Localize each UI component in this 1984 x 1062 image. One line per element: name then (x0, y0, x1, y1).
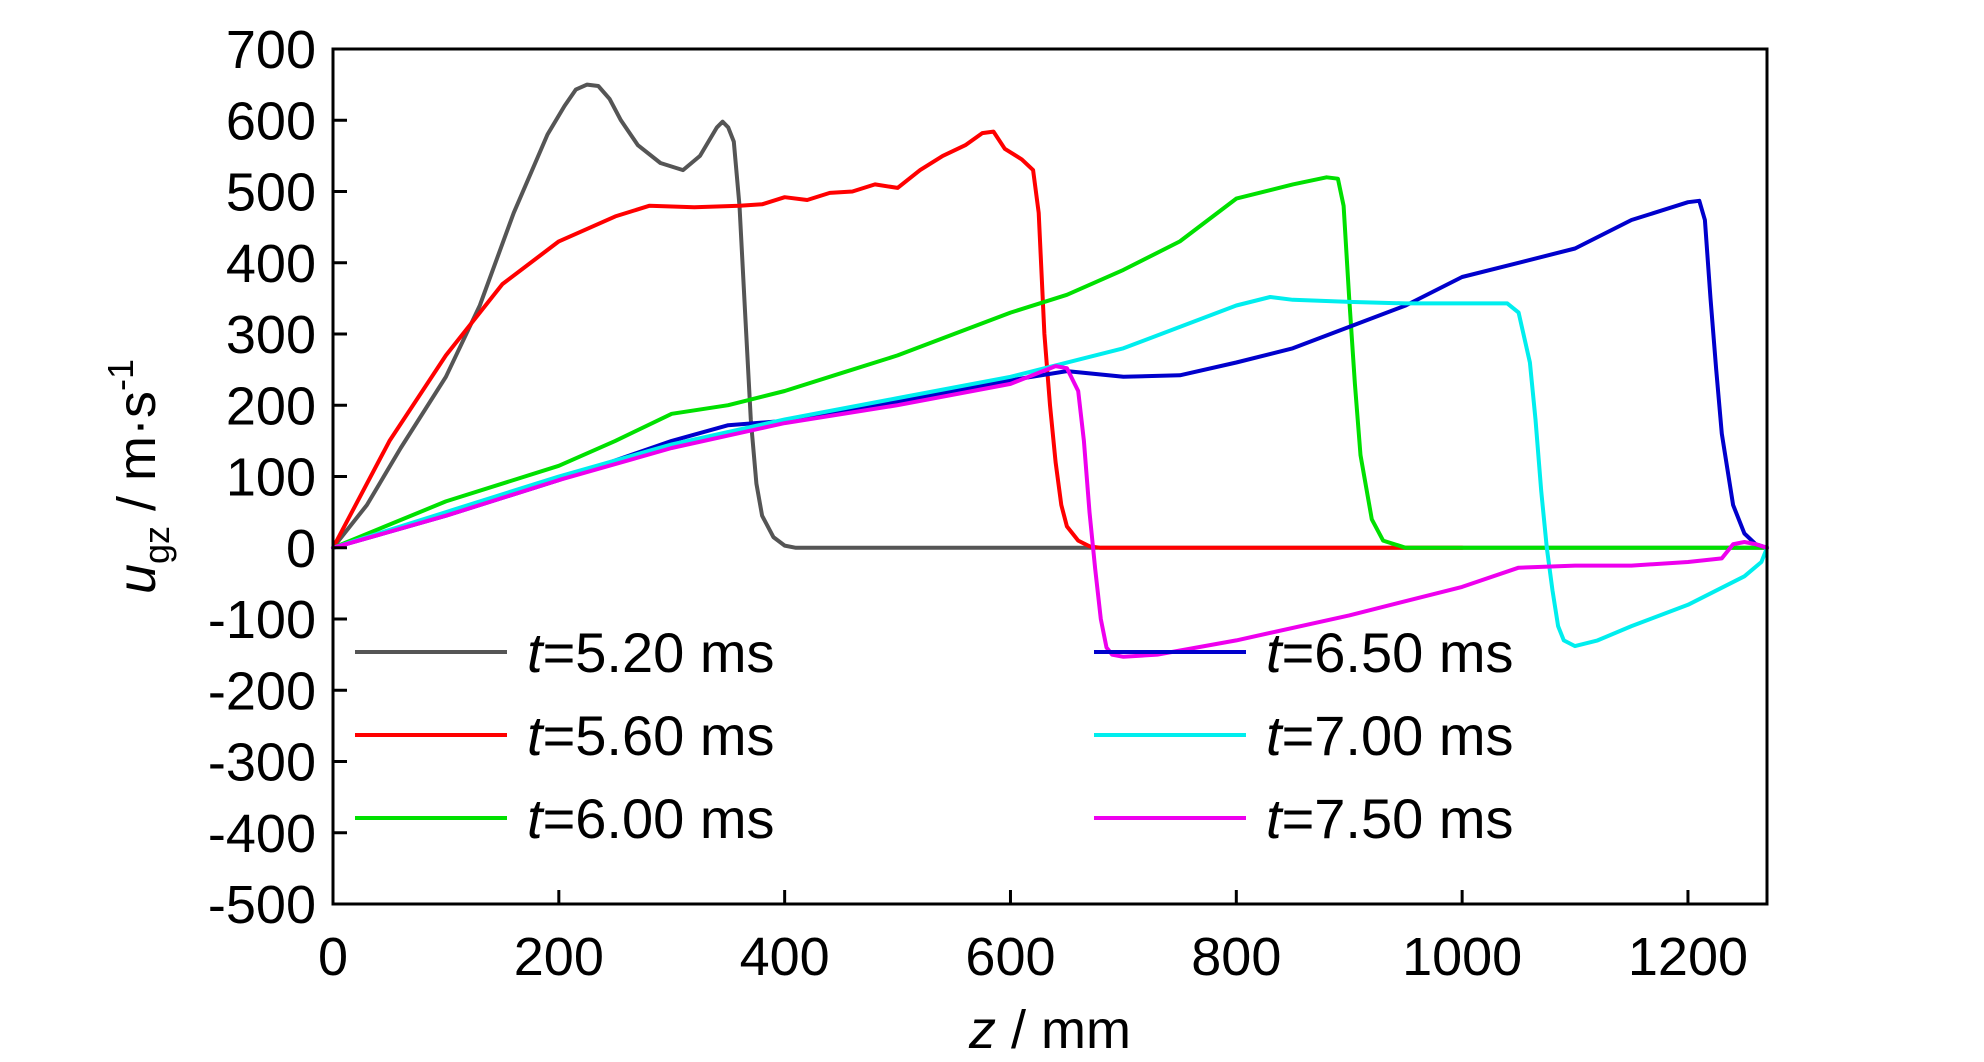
x-axis-title: z / mm (968, 1000, 1131, 1060)
y-tick-label: 100 (226, 448, 316, 508)
y-tick-label: -100 (208, 590, 316, 650)
series-line-3 (331, 175, 1769, 550)
y-tick-label: -200 (208, 661, 316, 721)
y-tick-label: 300 (226, 305, 316, 365)
axes: 0 200 400 600 800 1000 12007006005004003002001… (208, 20, 1748, 987)
y-tick-label: 400 (226, 234, 316, 294)
y-tick-label: 200 (226, 376, 316, 436)
series-lines (331, 82, 1769, 659)
legend-label-1: t=5.20 ms (527, 621, 774, 684)
series-line-4 (331, 198, 1769, 550)
x-tick-label: 400 (740, 927, 830, 987)
legend-label-5: t=7.00 ms (1266, 704, 1513, 767)
y-tick-label: 0 (286, 519, 316, 579)
legend: t=5.20 ms t=5.60 ms t=6.00 ms t=6.50 ms t=7.… (355, 621, 1513, 850)
x-tick-label: 1000 (1402, 927, 1522, 987)
y-axis-title: ugz / m·s-1 (100, 359, 177, 594)
y-tick-label: 600 (226, 91, 316, 151)
plot-frame (331, 47, 1769, 906)
x-tick-label: 800 (1191, 927, 1281, 987)
x-tick-label: 200 (514, 927, 604, 987)
y-tick-label: -400 (208, 804, 316, 864)
legend-label-4: t=6.50 ms (1266, 621, 1513, 684)
legend-label-6: t=7.50 ms (1266, 787, 1513, 850)
legend-label-2: t=5.60 ms (527, 704, 774, 767)
x-tick-label: 600 (965, 927, 1055, 987)
y-tick-label: -500 (208, 875, 316, 935)
series-line-1 (331, 82, 1769, 550)
y-tick-label: -300 (208, 733, 316, 793)
legend-label-3: t=6.00 ms (527, 787, 774, 850)
series-line-2 (331, 129, 1465, 550)
x-tick-label: 0 (318, 927, 348, 987)
y-tick-label: 500 (226, 163, 316, 223)
x-tick-label: 1200 (1628, 927, 1748, 987)
series-line-5 (331, 295, 1769, 649)
y-tick-label: 700 (226, 20, 316, 80)
